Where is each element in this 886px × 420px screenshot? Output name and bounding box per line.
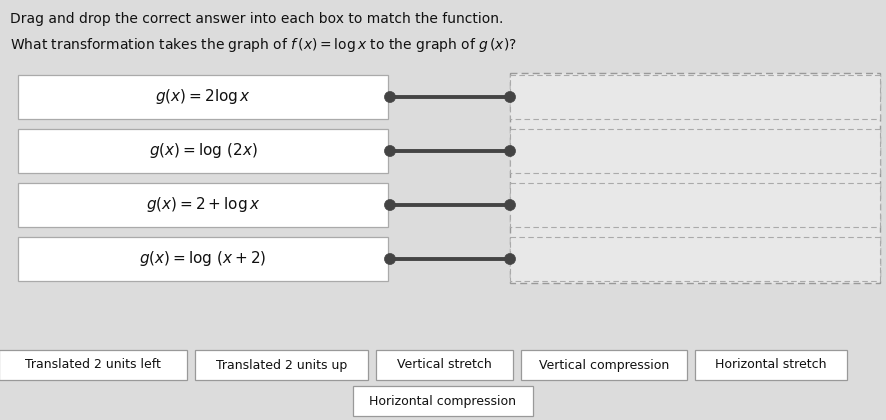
Text: $g(x) = 2\log x$: $g(x) = 2\log x$ xyxy=(155,87,251,107)
Bar xyxy=(510,129,880,173)
Text: Horizontal compression: Horizontal compression xyxy=(369,394,517,407)
Bar xyxy=(510,183,880,227)
Bar xyxy=(376,350,513,380)
Text: Vertical stretch: Vertical stretch xyxy=(397,359,492,372)
Text: Translated 2 units left: Translated 2 units left xyxy=(25,359,161,372)
Bar xyxy=(510,75,880,119)
Bar xyxy=(195,350,368,380)
Circle shape xyxy=(504,92,516,102)
Circle shape xyxy=(385,254,395,265)
Bar xyxy=(521,350,688,380)
Text: Translated 2 units up: Translated 2 units up xyxy=(216,359,347,372)
Circle shape xyxy=(385,92,395,102)
Bar xyxy=(696,350,847,380)
Bar xyxy=(18,237,388,281)
Circle shape xyxy=(504,200,516,210)
Circle shape xyxy=(504,145,516,157)
Bar xyxy=(510,73,880,283)
Bar xyxy=(18,183,388,227)
Bar xyxy=(510,237,880,281)
Text: Horizontal stretch: Horizontal stretch xyxy=(715,359,827,372)
Text: What transformation takes the graph of $f\,(x) = \log x$ to the graph of $g\,(x): What transformation takes the graph of $… xyxy=(10,36,517,54)
Bar xyxy=(0,350,187,380)
Bar xyxy=(18,129,388,173)
Text: $g(x) = \log\,(x + 2)$: $g(x) = \log\,(x + 2)$ xyxy=(139,249,267,268)
Text: Vertical compression: Vertical compression xyxy=(539,359,669,372)
Circle shape xyxy=(385,145,395,157)
Text: Drag and drop the correct answer into each box to match the function.: Drag and drop the correct answer into ea… xyxy=(10,12,503,26)
Bar xyxy=(18,75,388,119)
Circle shape xyxy=(385,200,395,210)
Text: $g(x) = 2 + \log x$: $g(x) = 2 + \log x$ xyxy=(145,195,260,215)
Text: $g(x) = \log\,(2x)$: $g(x) = \log\,(2x)$ xyxy=(149,142,258,160)
Circle shape xyxy=(504,254,516,265)
Bar xyxy=(353,386,533,416)
